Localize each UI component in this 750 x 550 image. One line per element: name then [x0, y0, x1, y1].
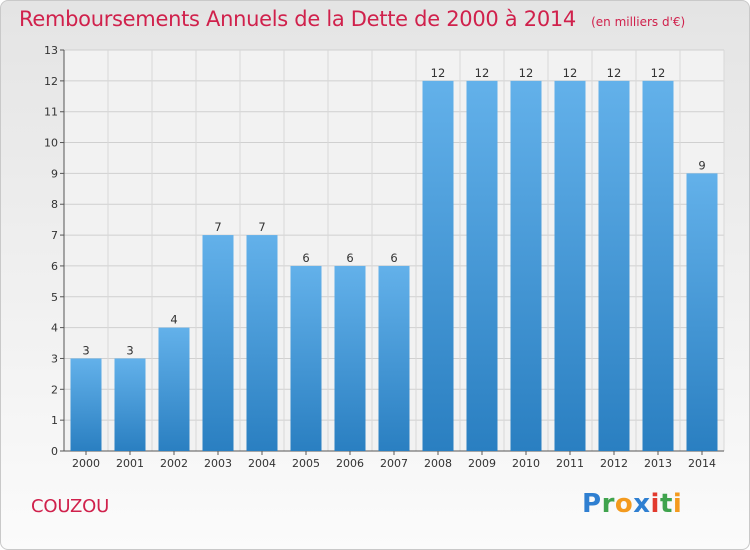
y-tick-label: 6 [51, 260, 58, 273]
y-tick-label: 0 [51, 445, 58, 458]
data-label: 6 [346, 251, 353, 265]
brand-letter: x [633, 489, 651, 519]
bar-2010 [510, 80, 542, 451]
bars [70, 80, 718, 451]
bar-2008 [422, 80, 454, 451]
bar-2002 [158, 327, 190, 451]
x-tick-label: 2007 [380, 457, 408, 470]
data-label: 9 [698, 158, 705, 172]
bar-2011 [554, 80, 586, 451]
x-tick-label: 2009 [468, 457, 496, 470]
bar-2000 [70, 358, 102, 451]
bar-2009 [466, 80, 498, 451]
x-tick-label: 2012 [600, 457, 628, 470]
data-label: 7 [258, 220, 265, 234]
x-tick-label: 2006 [336, 457, 364, 470]
data-label: 12 [519, 66, 534, 80]
data-label: 3 [82, 343, 89, 357]
bar-2013 [642, 80, 674, 451]
bar-2005 [290, 265, 322, 451]
bar-2012 [598, 80, 630, 451]
data-labels: 3 3 4 7 7 6 6 6 12 12 12 12 12 12 9 [82, 66, 705, 358]
brand-letter: o [614, 489, 634, 519]
data-label: 4 [170, 313, 177, 327]
bar-2003 [202, 235, 234, 451]
y-tick-label: 9 [51, 167, 58, 180]
y-tick-label: 13 [44, 44, 58, 57]
y-tick-label: 11 [44, 106, 58, 119]
brand-letter: i [650, 489, 660, 519]
brand-letter: r [601, 489, 615, 519]
data-label: 3 [126, 343, 133, 357]
y-tick-label: 10 [44, 137, 58, 150]
title-row: Remboursements Annuels de la Dette de 20… [19, 7, 685, 31]
brand-logo: Proxiti [582, 489, 682, 519]
y-tick-label: 12 [44, 75, 58, 88]
bar-2004 [246, 235, 278, 451]
x-tick-label: 2002 [160, 457, 188, 470]
bar-2014 [686, 173, 718, 451]
data-label: 12 [475, 66, 490, 80]
chart-title: Remboursements Annuels de la Dette de 20… [19, 7, 576, 31]
x-tick-label: 2004 [248, 457, 276, 470]
data-label: 12 [607, 66, 622, 80]
data-label: 6 [302, 251, 309, 265]
data-label: 12 [563, 66, 578, 80]
x-tick-label: 2000 [72, 457, 100, 470]
brand-letter: t [659, 489, 673, 519]
chart-unit: (en milliers d'€) [591, 15, 686, 29]
y-tick-label: 5 [51, 291, 58, 304]
x-tick-label: 2005 [292, 457, 320, 470]
x-tick-label: 2011 [556, 457, 584, 470]
bar-2001 [114, 358, 146, 451]
y-tick-label: 4 [51, 322, 58, 335]
x-tick-label: 2001 [116, 457, 144, 470]
commune-name: COUZOU [31, 496, 110, 517]
data-label: 12 [651, 66, 666, 80]
data-label: 7 [214, 220, 221, 234]
data-label: 12 [431, 66, 446, 80]
data-label: 6 [390, 251, 397, 265]
bar-2006 [334, 265, 366, 451]
x-tick-label: 2008 [424, 457, 452, 470]
bar-2007 [378, 265, 410, 451]
y-tick-label: 2 [51, 383, 58, 396]
y-tick-label: 7 [51, 229, 58, 242]
x-tick-label: 2014 [688, 457, 716, 470]
brand-letter: P [582, 489, 602, 519]
y-tick-label: 3 [51, 352, 58, 365]
y-tick-label: 1 [51, 414, 58, 427]
x-tick-label: 2003 [204, 457, 232, 470]
brand-letter: i [672, 489, 683, 519]
y-tick-label: 8 [51, 198, 58, 211]
x-tick-label: 2010 [512, 457, 540, 470]
x-tick-label: 2013 [644, 457, 672, 470]
